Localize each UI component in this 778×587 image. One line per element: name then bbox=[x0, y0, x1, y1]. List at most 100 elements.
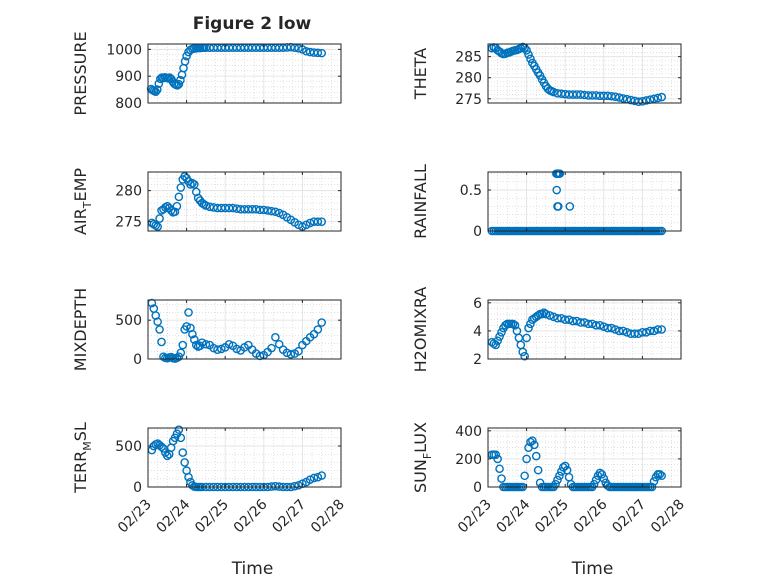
data-point bbox=[493, 454, 502, 464]
data-point bbox=[213, 345, 222, 354]
data-point bbox=[224, 339, 234, 349]
y-tick-label: 0 bbox=[133, 480, 142, 496]
data-point bbox=[649, 326, 659, 336]
x-tick-label: 02/28 bbox=[308, 497, 348, 537]
data-point bbox=[653, 325, 663, 334]
data-point bbox=[526, 54, 535, 64]
data-point bbox=[205, 202, 215, 212]
y-axis-label: TERRMSL bbox=[71, 422, 94, 494]
y-tick-label: 200 bbox=[455, 452, 482, 468]
data-point bbox=[614, 326, 624, 336]
data-point bbox=[317, 318, 327, 327]
data-point bbox=[188, 178, 197, 188]
data-point bbox=[188, 481, 197, 490]
data-point bbox=[153, 317, 162, 327]
x-tick-label: 02/25 bbox=[192, 497, 232, 537]
x-tick-label: 02/25 bbox=[532, 497, 572, 537]
data-point bbox=[180, 57, 190, 66]
data-point bbox=[201, 201, 211, 210]
plot-area bbox=[488, 300, 681, 359]
data-point bbox=[545, 311, 555, 320]
subplot-h2omixra: 2 4 6 H2OMIXRA bbox=[411, 287, 682, 373]
data-point bbox=[294, 346, 303, 356]
data-point bbox=[317, 48, 327, 58]
data-point bbox=[188, 329, 197, 339]
data-point bbox=[589, 479, 599, 489]
data-point bbox=[508, 319, 518, 329]
data-point bbox=[267, 343, 276, 353]
y-tick-label: 285 bbox=[455, 50, 482, 66]
data-point bbox=[649, 477, 659, 486]
data-point bbox=[317, 217, 327, 226]
data-point bbox=[552, 185, 562, 195]
data-point bbox=[560, 315, 570, 324]
data-point bbox=[301, 46, 311, 56]
y-axis-label-rest: EMP bbox=[71, 168, 90, 202]
data-point bbox=[151, 87, 161, 97]
x-tick-label: 02/24 bbox=[154, 496, 194, 536]
data-point bbox=[182, 322, 191, 331]
y-tick-label: 1000 bbox=[106, 42, 142, 58]
data-point bbox=[313, 48, 323, 58]
y-tick-label: 2 bbox=[473, 352, 482, 368]
axes-box bbox=[147, 427, 342, 488]
data-point bbox=[174, 425, 184, 434]
y-axis-label-main: H2OMIXRA bbox=[411, 287, 430, 373]
data-point bbox=[157, 442, 166, 452]
data-point bbox=[611, 92, 620, 101]
data-point bbox=[622, 328, 632, 337]
data-point bbox=[184, 472, 193, 482]
y-axis-label-subscript: M bbox=[81, 441, 94, 451]
data-point bbox=[228, 203, 238, 213]
data-point bbox=[564, 315, 574, 324]
data-point bbox=[557, 467, 566, 476]
data-point bbox=[555, 169, 565, 178]
data-point bbox=[555, 471, 564, 481]
subplot-theta: 275 280 285 THETA bbox=[411, 42, 682, 108]
y-axis-label-subscript: F bbox=[421, 453, 434, 459]
y-axis-label: H2OMIXRA bbox=[411, 287, 430, 373]
data-point bbox=[572, 316, 582, 326]
subplot-sun_flux: 0 200 400 SUNFLUX 02/2302/2402/2502/2602/270… bbox=[411, 422, 688, 579]
subplot-terr_msl: 0 500 TERRMSL 02/2302/2402/2502/2602/2702/2… bbox=[71, 422, 348, 579]
data-point bbox=[653, 93, 663, 103]
data-point bbox=[587, 319, 597, 329]
data-point bbox=[528, 436, 537, 445]
axes-box bbox=[147, 43, 342, 104]
y-axis-label-rest: SL bbox=[71, 422, 90, 441]
data-point bbox=[180, 458, 189, 467]
data-point bbox=[155, 325, 164, 334]
y-axis-label: SUNFLUX bbox=[411, 422, 434, 493]
plot-area bbox=[488, 172, 681, 231]
data-point bbox=[597, 470, 607, 479]
y-axis-label: PRESSURE bbox=[71, 31, 90, 115]
data-point bbox=[655, 470, 665, 479]
x-tick-label: 02/23 bbox=[115, 497, 155, 537]
data-point bbox=[614, 93, 624, 102]
data-point bbox=[178, 340, 188, 350]
data-point bbox=[172, 201, 182, 211]
data-point bbox=[522, 454, 531, 464]
data-point bbox=[217, 344, 226, 354]
data-point bbox=[313, 325, 323, 334]
data-point bbox=[186, 180, 195, 189]
data-point bbox=[599, 474, 609, 483]
data-point bbox=[151, 221, 161, 230]
y-tick-label: 0 bbox=[473, 224, 482, 240]
y-tick-label: 0 bbox=[473, 480, 482, 496]
data-point bbox=[232, 344, 242, 354]
data-point bbox=[520, 471, 529, 481]
y-axis-label: RAINFALL bbox=[411, 164, 430, 239]
data-point bbox=[153, 222, 162, 231]
y-axis-label-rest: LUX bbox=[411, 422, 430, 453]
plot-area bbox=[148, 44, 341, 103]
data-point bbox=[657, 471, 667, 481]
y-tick-label: 275 bbox=[455, 92, 482, 108]
axes-box bbox=[487, 171, 682, 232]
data-point bbox=[584, 319, 593, 329]
data-point bbox=[553, 202, 563, 211]
y-tick-label: 500 bbox=[115, 313, 142, 329]
data-point bbox=[549, 87, 558, 97]
data-point bbox=[634, 329, 643, 339]
